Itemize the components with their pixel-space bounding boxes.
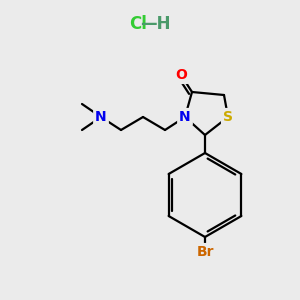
Text: N: N: [179, 110, 191, 124]
Text: O: O: [175, 68, 187, 82]
Text: Br: Br: [196, 245, 214, 259]
Text: Cl: Cl: [129, 15, 147, 33]
Text: N: N: [95, 110, 107, 124]
Text: S: S: [223, 110, 233, 124]
Text: —H: —H: [140, 15, 170, 33]
